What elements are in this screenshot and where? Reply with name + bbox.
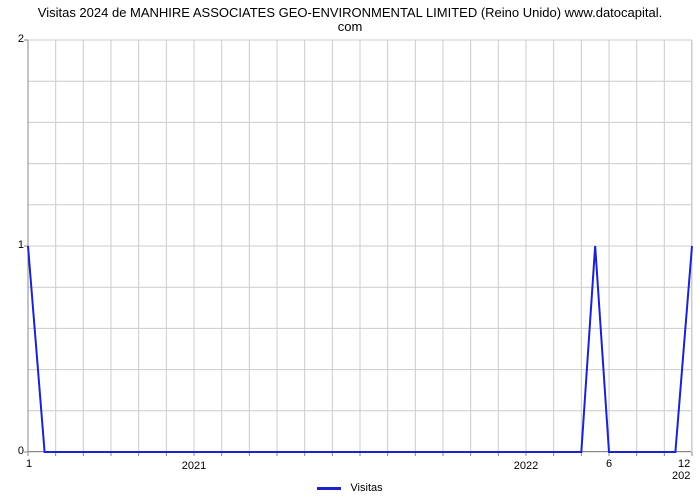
legend-swatch [317,487,341,490]
legend-label: Visitas [350,482,382,494]
x-tick-label: 2022 [514,460,538,472]
x-corner-left: 1 [26,458,32,470]
chart-legend: Visitas [0,482,700,494]
y-tick-label: 1 [4,239,24,251]
chart-title-line2: com [338,19,363,34]
chart-plot-area [28,40,692,452]
chart-title-line1: Visitas 2024 de MANHIRE ASSOCIATES GEO-E… [38,5,662,20]
x-corner-right-top: 12 [678,458,690,470]
y-tick-label: 0 [4,445,24,457]
chart-svg [28,40,692,452]
y-tick-label: 2 [4,33,24,45]
chart-container: Visitas 2024 de MANHIRE ASSOCIATES GEO-E… [0,0,700,500]
x-tick-label: 2021 [182,460,206,472]
x-tick-label-extra: 6 [606,458,612,470]
chart-title: Visitas 2024 de MANHIRE ASSOCIATES GEO-E… [0,6,700,34]
x-corner-right-bottom: 202 [672,470,690,482]
